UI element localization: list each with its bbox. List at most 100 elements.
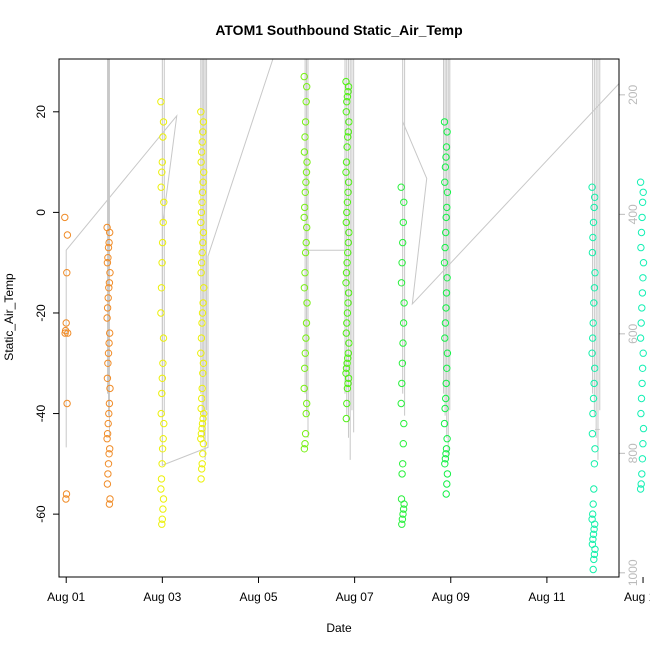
data-point: [158, 445, 167, 453]
data-point: [399, 505, 408, 513]
data-point: [344, 178, 353, 186]
data-point: [197, 430, 206, 438]
data-point: [105, 238, 113, 247]
data-point: [589, 500, 597, 508]
data-point: [200, 168, 208, 176]
data-point: [441, 243, 449, 252]
data-point: [400, 198, 408, 207]
data-point: [442, 394, 450, 403]
data-point: [343, 259, 351, 267]
data-point: [442, 143, 451, 151]
data-point: [198, 188, 207, 197]
data-point: [343, 143, 351, 151]
data-point: [159, 334, 168, 342]
data-point: [638, 213, 646, 222]
data-point: [199, 414, 207, 423]
data-point: [197, 158, 205, 166]
data-point: [303, 83, 311, 91]
data-point: [344, 349, 352, 357]
data-point: [588, 430, 597, 438]
data-point: [157, 409, 165, 418]
data-point: [442, 445, 451, 453]
data-point: [400, 500, 408, 508]
data-point: [106, 269, 114, 277]
data-point: [589, 535, 597, 543]
data-point: [443, 470, 452, 478]
data-point: [199, 440, 208, 448]
y-tick-label: -60: [34, 505, 48, 523]
data-point: [159, 133, 167, 141]
data-point: [159, 505, 167, 513]
plot-frame: [58, 58, 620, 578]
x-tick-label: Aug 09: [432, 590, 470, 604]
data-point: [398, 379, 406, 388]
data-point: [303, 299, 311, 307]
data-point: [344, 354, 352, 362]
data-point: [103, 430, 112, 438]
chart-title: ATOM1 Southbound Static_Air_Temp: [215, 22, 462, 38]
data-point: [343, 208, 351, 217]
data-point: [158, 460, 166, 468]
data-point: [442, 153, 450, 161]
data-point: [442, 379, 450, 388]
y2-tick-label: 200: [626, 85, 640, 105]
data-point: [443, 349, 452, 357]
data-point: [397, 399, 405, 408]
data-point: [590, 460, 599, 468]
data-point: [343, 93, 352, 101]
data-point: [302, 409, 310, 418]
data-point: [159, 118, 168, 126]
data-point: [343, 399, 351, 408]
data-point: [62, 490, 71, 498]
data-point: [198, 148, 206, 156]
data-point: [399, 319, 408, 327]
data-point: [443, 203, 451, 212]
data-point: [301, 364, 309, 372]
data-point: [157, 485, 165, 493]
data-point: [158, 259, 166, 267]
x-tick-label: Aug 07: [336, 590, 374, 604]
data-point: [104, 254, 112, 262]
data-point: [638, 289, 647, 297]
data-point: [344, 289, 353, 297]
data-point: [157, 475, 166, 483]
data-point: [302, 238, 310, 247]
data-point: [589, 334, 597, 342]
data-point: [159, 359, 167, 367]
data-point: [197, 208, 206, 217]
data-point: [637, 228, 646, 237]
data-point: [300, 384, 308, 393]
data-point: [103, 374, 112, 382]
data-point: [104, 419, 112, 428]
data-point: [344, 128, 352, 136]
data-point: [342, 168, 350, 176]
data-point: [342, 158, 351, 166]
data-point: [399, 218, 407, 227]
data-point: [591, 520, 599, 528]
data-point: [442, 490, 450, 498]
data-point: [589, 409, 597, 418]
data-point: [590, 550, 599, 559]
data-point: [300, 72, 308, 81]
data-point: [590, 485, 598, 493]
data-point: [197, 334, 206, 342]
data-point: [158, 515, 167, 523]
data-point: [301, 188, 309, 197]
data-point: [199, 178, 207, 186]
data-point: [343, 384, 352, 393]
data-point: [344, 238, 352, 247]
data-point: [300, 148, 309, 156]
data-point: [198, 419, 207, 428]
data-point: [589, 218, 598, 227]
data-point: [590, 284, 599, 292]
data-point: [198, 424, 206, 433]
data-point: [157, 98, 165, 106]
data-point: [441, 163, 450, 171]
data-point: [441, 319, 450, 327]
data-point: [105, 284, 113, 292]
data-point: [638, 364, 647, 372]
data-point: [398, 259, 406, 267]
data-point: [342, 279, 350, 287]
data-point: [342, 414, 350, 423]
